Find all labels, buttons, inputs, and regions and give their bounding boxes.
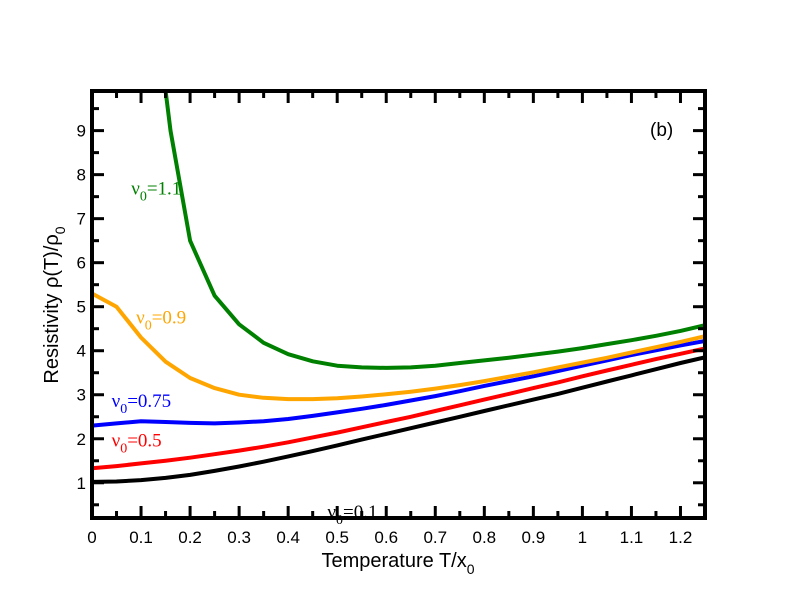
series-line-3 [92, 291, 705, 402]
series-line-0 [92, 355, 705, 484]
x-tick-label: 0.9 [522, 528, 546, 547]
x-tick-label: 0.5 [325, 528, 349, 547]
series-label-2: ν0=0.75 [112, 391, 172, 417]
x-tick-label: 1 [578, 528, 587, 547]
x-tick-label: 0.3 [227, 528, 251, 547]
x-axis-title: Temperature T/x0 [321, 550, 474, 577]
y-tick-label: 5 [77, 298, 86, 317]
y-tick-label: 3 [77, 386, 86, 405]
panel-label: (b) [650, 120, 673, 141]
x-tick-label: 0.6 [374, 528, 398, 547]
y-tick-label: 1 [77, 474, 86, 493]
y-tick-label: 6 [77, 254, 86, 273]
series-line-2 [92, 339, 705, 428]
y-axis-title-main: Resistivity ρ(T)/ρ [41, 234, 63, 383]
x-tick-label: 0.2 [178, 528, 202, 547]
y-tick-label: 9 [77, 122, 86, 141]
axis-tick-labels: 0 0.1 0.2 0.3 0.4 0.5 0.6 0.7 0.8 0.9 1 1.1 1.2 1 2 3 4 5… [77, 122, 693, 547]
x-axis-title-sub: 0 [467, 561, 475, 577]
series-label-3: ν0=0.9 [136, 307, 186, 333]
series-line-1 [92, 346, 705, 471]
series-label-1: ν0=0.5 [112, 431, 162, 457]
y-tick-label: 7 [77, 210, 86, 229]
x-tick-label: 0.7 [423, 528, 447, 547]
series-label-4: ν0=1.1 [131, 178, 181, 204]
x-axis-title-main: Temperature T/x [321, 550, 466, 572]
y-tick-label: 4 [77, 342, 86, 361]
series-lines [92, 91, 705, 484]
y-tick-label: 2 [77, 430, 86, 449]
x-tick-label: 0.4 [276, 528, 300, 547]
x-tick-label: 0 [87, 528, 96, 547]
y-axis-title: Resistivity ρ(T)/ρ0 [41, 226, 68, 383]
x-tick-label: 0.8 [472, 528, 496, 547]
y-axis-title-sub: 0 [52, 226, 68, 234]
x-tick-label: 1.2 [669, 528, 693, 547]
x-tick-label: 0.1 [129, 528, 153, 547]
plot-frame [90, 89, 707, 520]
series-line-4 [163, 91, 705, 370]
x-tick-label: 1.1 [620, 528, 644, 547]
y-tick-label: 8 [77, 166, 86, 185]
